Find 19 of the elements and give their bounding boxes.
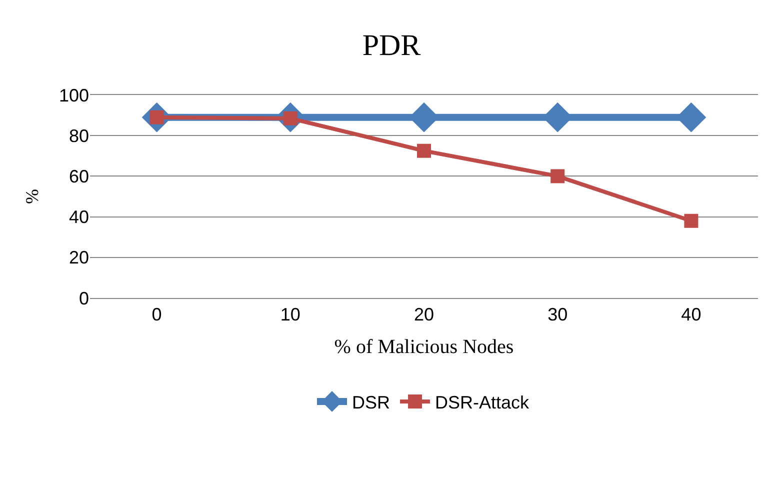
x-tick-label: 20 <box>414 304 434 325</box>
y-tick-label: 100 <box>58 85 89 106</box>
x-tick-label: 30 <box>548 304 568 325</box>
x-axis-title: % of Malicious Nodes <box>334 336 514 358</box>
y-axis-title: % <box>22 189 42 204</box>
y-tick-label: 60 <box>68 166 89 186</box>
x-tick-label: 0 <box>152 304 162 325</box>
point <box>550 169 565 184</box>
y-tick-label: 80 <box>68 126 89 146</box>
x-tick-label: 40 <box>681 304 702 325</box>
point <box>417 144 431 158</box>
x-tick-label: 10 <box>280 304 300 325</box>
point <box>684 214 698 228</box>
y-tick-label: 0 <box>78 288 89 308</box>
chart-title: PDR <box>362 28 421 62</box>
y-tick-label: 40 <box>68 207 89 228</box>
y-tick-label: 20 <box>68 248 89 268</box>
legend-label: DSR <box>352 392 390 412</box>
legend-label: DSR-Attack <box>435 392 530 412</box>
